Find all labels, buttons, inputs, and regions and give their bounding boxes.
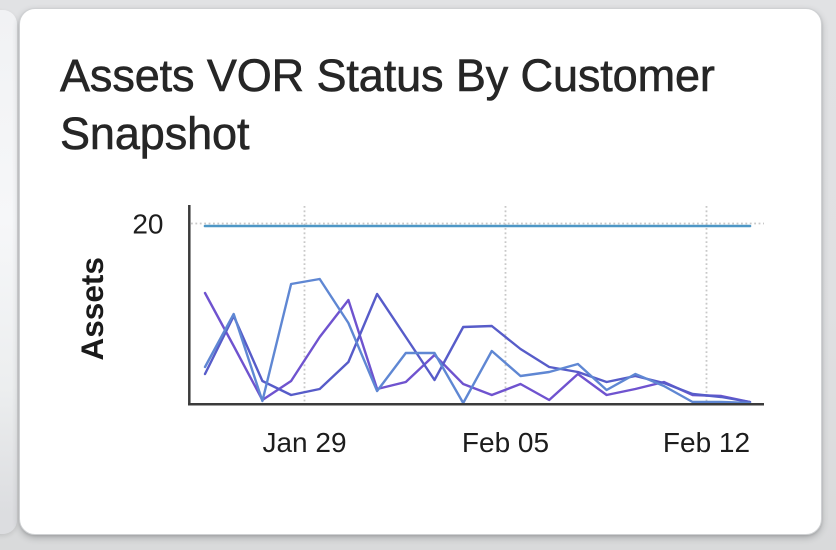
svg-text:20: 20 (132, 209, 163, 240)
svg-text:Jan 29: Jan 29 (262, 427, 346, 458)
svg-text:Assets: Assets (74, 257, 110, 360)
svg-text:Feb 05: Feb 05 (462, 427, 549, 458)
svg-text:Feb 12: Feb 12 (663, 427, 750, 458)
